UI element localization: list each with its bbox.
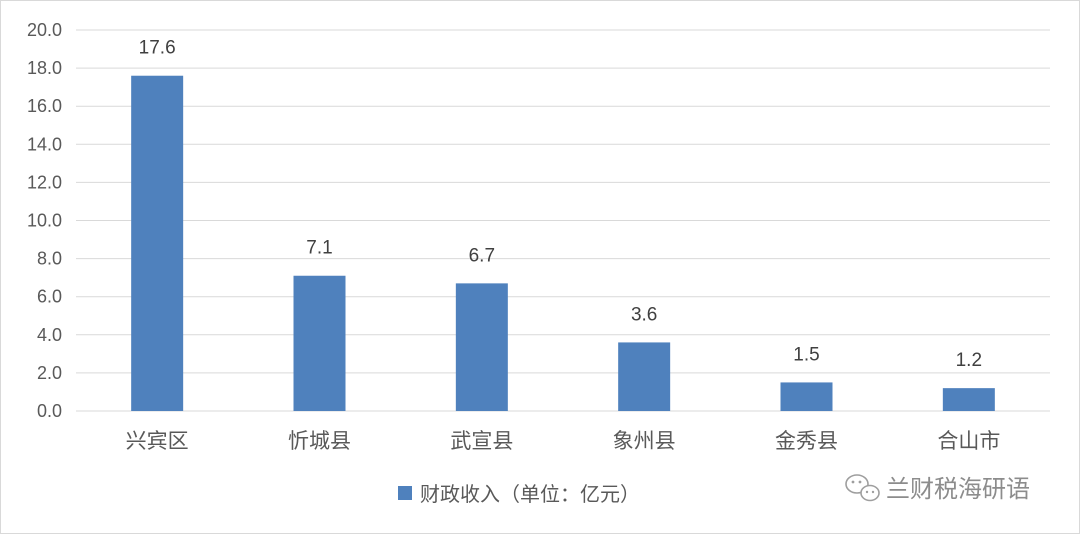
y-tick-label: 4.0: [37, 325, 62, 345]
y-tick-label: 6.0: [37, 287, 62, 307]
bar: [780, 382, 833, 411]
bars: [131, 75, 995, 411]
y-axis-ticks: 0.0 2.0 4.0 6.0 8.0 10.0 12.0 14.0 16.0 18.0 20.0: [27, 20, 62, 421]
data-labels: 17.6 7.1 6.7 3.6 1.5 1.2: [139, 38, 982, 371]
data-label: 6.7: [469, 245, 495, 266]
x-axis-categories: 兴宾区 忻城县 武宣县 象州县 金秀县 合山市: [126, 429, 1001, 453]
y-tick-label: 16.0: [27, 96, 62, 116]
category-label: 忻城县: [288, 429, 351, 453]
bar: [455, 283, 508, 411]
data-label: 1.5: [793, 344, 819, 365]
y-tick-label: 8.0: [37, 249, 62, 269]
y-tick-label: 14.0: [27, 134, 62, 154]
y-tick-label: 20.0: [27, 20, 62, 40]
bar: [942, 388, 995, 411]
legend: 财政收入（单位：亿元）: [398, 482, 640, 506]
bar: [131, 75, 184, 411]
gridlines: [76, 29, 1050, 412]
data-label: 17.6: [139, 38, 176, 59]
y-tick-label: 2.0: [37, 363, 62, 383]
category-label: 象州县: [613, 429, 676, 453]
watermark: 兰财税海研语: [845, 474, 1030, 503]
legend-label: 财政收入（单位：亿元）: [420, 482, 640, 506]
y-tick-label: 18.0: [27, 58, 62, 78]
legend-swatch: [398, 486, 412, 500]
category-label: 金秀县: [775, 429, 838, 453]
bar: [618, 342, 671, 411]
watermark-text: 兰财税海研语: [886, 475, 1030, 503]
data-label: 3.6: [631, 304, 657, 325]
category-label: 武宣县: [450, 429, 513, 453]
data-label: 7.1: [306, 238, 332, 259]
category-label: 合山市: [937, 429, 1000, 453]
category-label: 兴宾区: [126, 429, 189, 453]
y-tick-label: 12.0: [27, 172, 62, 192]
wechat-icon: [845, 474, 880, 502]
bar: [293, 275, 346, 411]
data-label: 1.2: [956, 350, 982, 371]
y-tick-label: 10.0: [27, 211, 62, 231]
y-tick-label: 0.0: [37, 401, 62, 421]
